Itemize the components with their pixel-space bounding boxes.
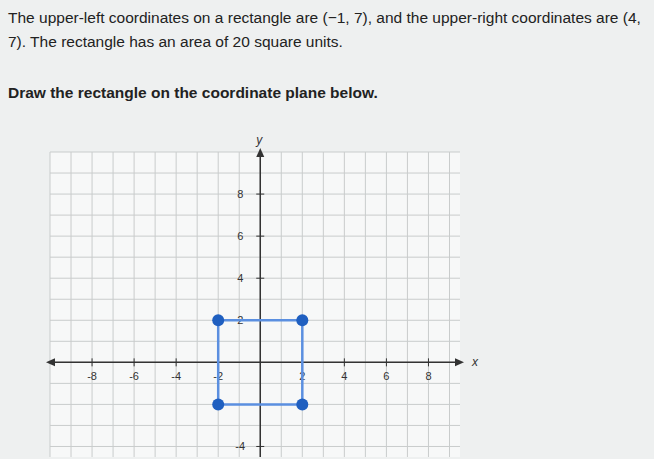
y-tick-label: 6 bbox=[237, 230, 243, 242]
x-axis bbox=[50, 362, 460, 364]
grid-line bbox=[50, 257, 460, 258]
y-axis bbox=[260, 152, 262, 457]
y-tick bbox=[256, 278, 264, 279]
x-tick bbox=[428, 358, 429, 366]
y-tick-label: 4 bbox=[237, 272, 243, 284]
vertex-point bbox=[212, 398, 224, 410]
x-tick bbox=[176, 358, 177, 366]
grid-line bbox=[134, 152, 135, 457]
grid-line bbox=[386, 152, 387, 457]
grid-line bbox=[407, 152, 408, 457]
grid-line bbox=[281, 152, 282, 457]
x-axis-label: x bbox=[471, 355, 479, 369]
x-tick-label: -8 bbox=[87, 370, 97, 382]
y-tick bbox=[256, 194, 264, 195]
grid-line bbox=[197, 152, 198, 457]
y-tick bbox=[256, 446, 264, 447]
grid-line bbox=[365, 152, 366, 457]
grid-line bbox=[218, 152, 219, 457]
vertex-point bbox=[296, 398, 308, 410]
grid-line bbox=[428, 152, 429, 457]
grid-line bbox=[50, 173, 460, 174]
x-tick-label: -4 bbox=[171, 370, 181, 382]
x-arrow bbox=[455, 358, 464, 366]
x-tick-label: 8 bbox=[425, 370, 431, 382]
grid-line bbox=[155, 152, 156, 457]
x-arrow bbox=[46, 358, 55, 366]
grid-line bbox=[50, 362, 460, 363]
grid-line bbox=[92, 152, 93, 457]
x-tick-label: -6 bbox=[129, 370, 139, 382]
grid-line bbox=[50, 446, 460, 447]
grid-line bbox=[323, 152, 324, 457]
grid-line bbox=[71, 152, 72, 457]
x-tick-label: 4 bbox=[341, 370, 347, 382]
x-tick-label: 6 bbox=[383, 370, 389, 382]
grid bbox=[50, 152, 460, 457]
y-tick-label: 8 bbox=[237, 188, 243, 200]
grid-line bbox=[50, 194, 460, 195]
coordinate-plane: xy-8-6-4-22468-42468 bbox=[0, 0, 654, 459]
plot-area bbox=[50, 152, 460, 457]
grid-line bbox=[449, 152, 450, 457]
x-tick bbox=[344, 358, 345, 366]
grid-line bbox=[50, 236, 460, 237]
grid-line bbox=[344, 152, 345, 457]
vertex-point bbox=[296, 314, 308, 326]
grid-line bbox=[302, 152, 303, 457]
question-text: The upper-left coordinates on a rectangl… bbox=[8, 6, 648, 54]
y-tick bbox=[256, 236, 264, 237]
grid-line bbox=[50, 299, 460, 300]
vertex-point bbox=[212, 314, 224, 326]
grid-line bbox=[176, 152, 177, 457]
y-axis-label: y bbox=[255, 133, 263, 147]
grid-line bbox=[113, 152, 114, 457]
grid-line bbox=[50, 278, 460, 279]
grid-line bbox=[50, 152, 460, 153]
y-tick-label: -4 bbox=[235, 440, 245, 452]
grid-line bbox=[50, 425, 460, 426]
grid-line bbox=[50, 215, 460, 216]
x-tick bbox=[386, 358, 387, 366]
x-tick bbox=[92, 358, 93, 366]
grid-line bbox=[50, 152, 51, 457]
x-tick bbox=[134, 358, 135, 366]
data bbox=[212, 314, 308, 410]
rectangle-outline bbox=[218, 320, 302, 404]
grid-line bbox=[260, 152, 261, 457]
grid-line bbox=[50, 341, 460, 342]
y-arrow bbox=[256, 148, 264, 157]
grid-line bbox=[50, 383, 460, 384]
instruction: Draw the rectangle on the coordinate pla… bbox=[8, 84, 378, 102]
